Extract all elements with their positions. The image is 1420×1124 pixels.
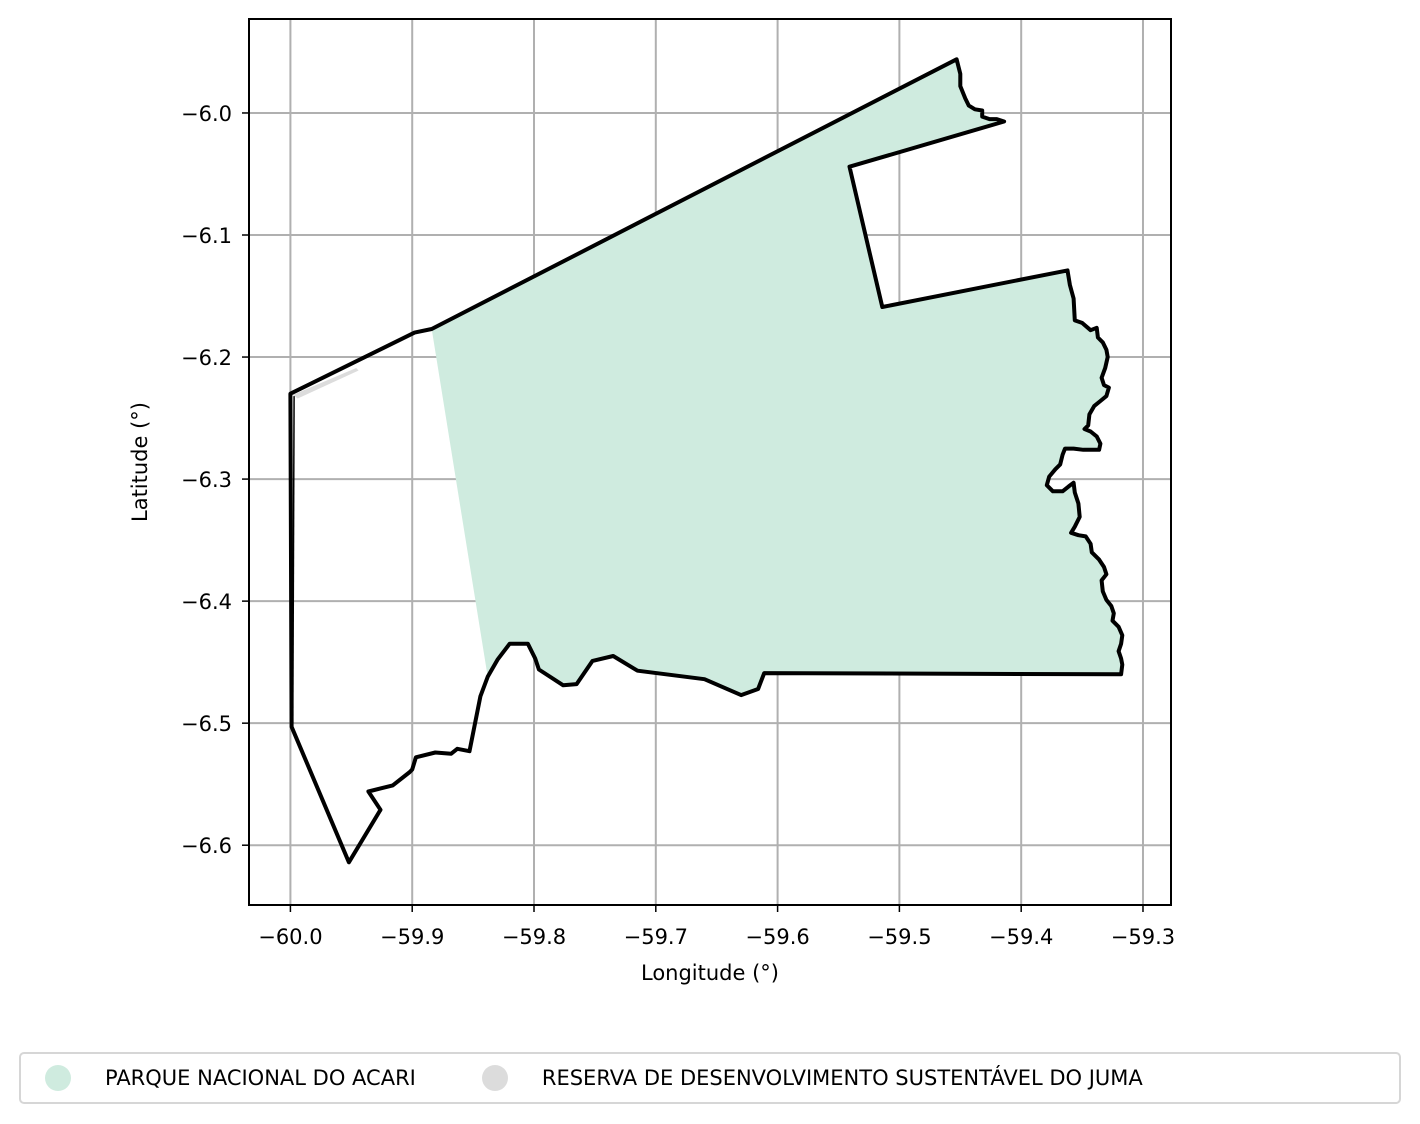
x-tick-label: −60.0 [258,925,322,949]
boundary-outline [288,57,1125,865]
y-tick-label: −6.0 [181,102,232,126]
x-tick-label: −59.6 [745,925,809,949]
legend-label-reserva: RESERVA DE DESENVOLVIMENTO SUSTENTÁVEL D… [541,1066,1143,1090]
y-tick-label: −6.1 [181,224,232,248]
x-tick-label: −59.8 [502,925,566,949]
legend-item-reserva: RESERVA DE DESENVOLVIMENTO SUSTENTÁVEL D… [481,1065,1143,1091]
legend-label-parque: PARQUE NACIONAL DO ACARI [105,1066,416,1090]
y-tick-label: −6.4 [181,590,232,614]
x-tick-label: −59.7 [624,925,688,949]
map-features [288,57,1125,865]
y-tick-label: −6.2 [181,346,232,370]
plot-frame [248,18,1172,906]
y-axis-ticks: −6.0 −6.1 −6.2 −6.3 −6.4 −6.5 −6.6 [181,102,249,858]
x-tick-label: −59.3 [1111,925,1175,949]
y-axis-label: Latitude (°) [128,402,152,522]
legend-marker-parque [45,1065,71,1091]
legend-marker-reserva [481,1065,508,1091]
y-tick-label: −6.3 [181,468,232,492]
map-figure: −60.0 −59.9 −59.8 −59.7 −59.6 −59.5 −59.4 −59.3… [128,18,1175,985]
x-tick-label: −59.4 [989,925,1053,949]
legend-item-parque: PARQUE NACIONAL DO ACARI [45,1065,416,1091]
x-axis-label: Longitude (°) [641,961,779,985]
x-tick-label: −59.5 [867,925,931,949]
x-axis-ticks: −60.0 −59.9 −59.8 −59.7 −59.6 −59.5 −59.4 −59.3 [258,905,1175,949]
reserva-do-juma-area [292,368,359,399]
y-tick-label: −6.6 [181,834,232,858]
parque-nacional-do-acari-area [431,59,1123,696]
x-tick-label: −59.9 [380,925,444,949]
y-tick-label: −6.5 [181,712,232,736]
legend: PARQUE NACIONAL DO ACARI RESERVA DE DESE… [19,1052,1401,1104]
